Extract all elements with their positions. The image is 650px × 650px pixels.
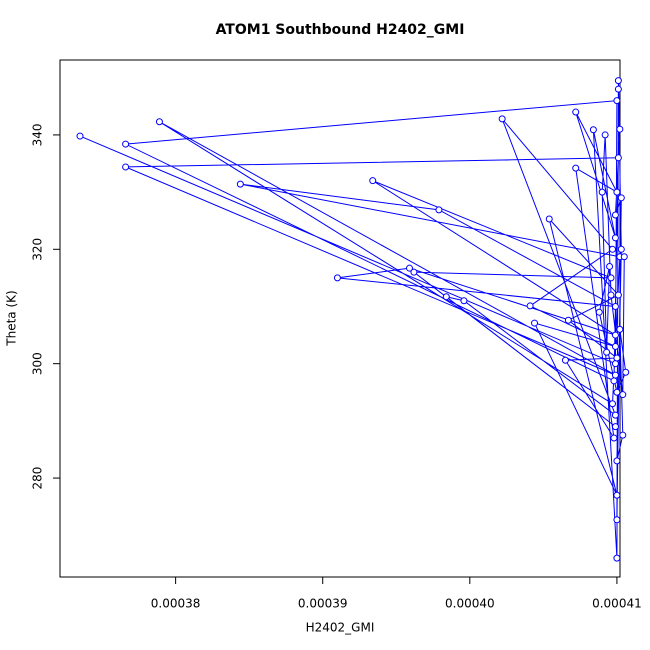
data-point [589,126,597,134]
data-point [435,206,443,214]
data-point [611,234,619,242]
data-point [611,411,619,419]
data-point [595,308,603,316]
chart-title: ATOM1 Southbound H2402_GMI [216,22,465,38]
x-tick-label: 0.00038 [151,597,201,611]
data-point [614,154,622,162]
data-point [606,262,614,270]
y-axis-title: Theta (K) [5,290,19,346]
data-point [406,264,414,272]
data-point [442,293,450,301]
x-tick-label: 0.00039 [298,597,348,611]
y-tick-label: 300 [31,352,45,375]
data-point [545,215,553,223]
data-point [561,356,569,364]
data-point [613,97,621,105]
data-point [620,253,628,261]
data-point [572,108,580,116]
data-point [333,274,341,282]
data-point [611,302,619,310]
data-point [236,180,244,188]
data-point [613,354,621,362]
data-point [155,118,163,126]
data-point [619,391,627,399]
data-point [611,423,619,431]
data-point [603,348,611,356]
data-point [613,457,621,465]
data-point [607,274,615,282]
x-tick-label: 0.00041 [592,597,642,611]
data-point [410,268,418,276]
data-point [76,132,84,140]
data-point [607,291,615,299]
data-point [526,302,534,310]
data-point [614,77,622,85]
plot-box [59,59,621,578]
data-point [613,188,621,196]
data-point [611,343,619,351]
data-point [617,194,625,202]
data-point [608,245,616,253]
data-point [611,211,619,219]
y-tick-label: 320 [31,238,45,261]
data-line [79,80,627,559]
data-point [601,131,609,139]
data-point [598,188,606,196]
data-point [613,491,621,499]
data-point [614,291,622,299]
data-point [460,297,468,305]
x-tick-label: 0.00040 [445,597,495,611]
y-tick-label: 340 [31,123,45,146]
data-point [122,140,130,148]
y-tick-label: 280 [31,467,45,490]
data-point [608,400,616,408]
data-point [564,316,572,324]
data-point [617,245,625,253]
data-point [619,431,627,439]
data-point [610,434,618,442]
data-point [616,125,624,133]
data-point [613,516,621,524]
data-point [369,177,377,185]
data-point [122,163,130,171]
data-point [572,164,580,172]
data-point [613,388,621,396]
data-point [622,368,630,376]
x-axis-title: H2402_GMI [306,621,375,635]
data-point [498,115,506,123]
data-point [611,360,619,368]
data-point [610,377,618,385]
data-point [614,85,622,93]
data-point [613,554,621,562]
data-point [611,331,619,339]
data-point [531,319,539,327]
data-point [616,325,624,333]
data-point [611,371,619,379]
